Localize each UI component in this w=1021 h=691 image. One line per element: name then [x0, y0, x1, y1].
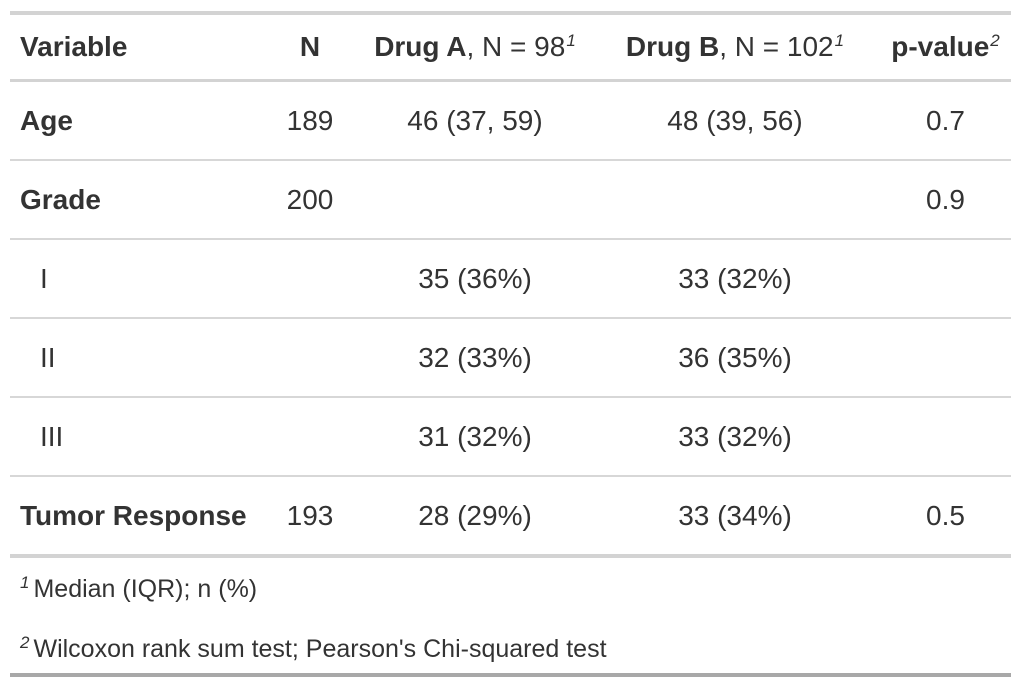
row-label-grade-ii: II	[10, 318, 260, 398]
cell-grade-iii-drug-b: 33 (32%)	[590, 397, 880, 477]
row-label-grade: Grade	[10, 160, 260, 240]
table-body: Age 189 46 (37, 59) 48 (39, 56) 0.7 Grad…	[10, 80, 1011, 558]
table-footnotes: 1 Median (IQR); n (%) 2 Wilcoxon rank sum …	[10, 556, 1011, 677]
cell-tumor-response-drug-a: 28 (29%)	[360, 476, 590, 558]
cell-grade-n: 200	[260, 160, 360, 240]
cell-grade-iii-p-value	[880, 397, 1011, 477]
cell-grade-iii-n	[260, 397, 360, 477]
cell-grade-ii-n	[260, 318, 360, 398]
cell-age-n: 189	[260, 80, 360, 161]
footnote-1-text: Median (IQR); n (%)	[33, 575, 258, 603]
col-header-variable-label: Variable	[20, 31, 128, 62]
col-header-p-value-label: p-value	[891, 31, 990, 62]
footnote-marker-1: 1	[834, 30, 845, 50]
cell-age-drug-a: 46 (37, 59)	[360, 80, 590, 161]
cell-grade-i-drug-a: 35 (36%)	[360, 239, 590, 319]
cell-grade-ii-drug-b: 36 (35%)	[590, 318, 880, 398]
footnote-1: 1 Median (IQR); n (%)	[10, 556, 1011, 620]
footnote-marker-1: 1	[566, 30, 576, 50]
row-label-age: Age	[10, 80, 260, 161]
cell-grade-i-drug-b: 33 (32%)	[590, 239, 880, 319]
table-row-grade: Grade 200 0.9	[10, 160, 1011, 240]
col-header-n: N	[260, 11, 360, 82]
cell-grade-i-p-value	[880, 239, 1011, 319]
table-row-grade-i: I 35 (36%) 33 (32%)	[10, 239, 1011, 319]
cell-grade-i-n	[260, 239, 360, 319]
col-header-variable: Variable	[10, 11, 260, 82]
footnote-2: 2 Wilcoxon rank sum test; Pearson's Chi-s…	[10, 620, 1011, 677]
footnote-1-marker: 1	[20, 572, 30, 592]
col-header-drug-a-n: , N = 98	[466, 31, 566, 62]
table-row-age: Age 189 46 (37, 59) 48 (39, 56) 0.7	[10, 80, 1011, 161]
col-header-drug-a: Drug A, N = 981	[360, 11, 590, 82]
footnote-2-text: Wilcoxon rank sum test; Pearson's Chi-sq…	[33, 635, 607, 663]
cell-age-p-value: 0.7	[880, 80, 1011, 161]
cell-tumor-response-n: 193	[260, 476, 360, 558]
cell-tumor-response-drug-b: 33 (34%)	[590, 476, 880, 558]
header-row: Variable N Drug A, N = 981 Drug B, N = 1…	[10, 11, 1011, 82]
cell-age-drug-b: 48 (39, 56)	[590, 80, 880, 161]
table-container: Variable N Drug A, N = 981 Drug B, N = 1…	[10, 11, 1011, 677]
col-header-n-label: N	[299, 31, 321, 62]
footnote-2-marker: 2	[20, 632, 30, 652]
row-label-grade-i: I	[10, 239, 260, 319]
col-header-drug-b-name: Drug B	[625, 31, 720, 62]
col-header-drug-b: Drug B, N = 1021	[590, 11, 880, 82]
table-row-grade-iii: III 31 (32%) 33 (32%)	[10, 397, 1011, 477]
col-header-p-value: p-value2	[880, 11, 1011, 82]
row-label-tumor-response: Tumor Response	[10, 476, 260, 558]
table-header: Variable N Drug A, N = 981 Drug B, N = 1…	[10, 11, 1011, 82]
cell-grade-iii-drug-a: 31 (32%)	[360, 397, 590, 477]
summary-table: Variable N Drug A, N = 981 Drug B, N = 1…	[10, 11, 1011, 677]
cell-grade-drug-a	[360, 160, 590, 240]
cell-grade-ii-drug-a: 32 (33%)	[360, 318, 590, 398]
col-header-drug-b-n: , N = 102	[719, 31, 834, 62]
row-label-grade-iii: III	[10, 397, 260, 477]
cell-tumor-response-p-value: 0.5	[880, 476, 1011, 558]
cell-grade-p-value: 0.9	[880, 160, 1011, 240]
col-header-drug-a-name: Drug A	[374, 31, 467, 62]
table-row-grade-ii: II 32 (33%) 36 (35%)	[10, 318, 1011, 398]
cell-grade-drug-b	[590, 160, 880, 240]
table-row-tumor-response: Tumor Response 193 28 (29%) 33 (34%) 0.5	[10, 476, 1011, 558]
footnote-marker-2: 2	[990, 30, 1000, 50]
cell-grade-ii-p-value	[880, 318, 1011, 398]
